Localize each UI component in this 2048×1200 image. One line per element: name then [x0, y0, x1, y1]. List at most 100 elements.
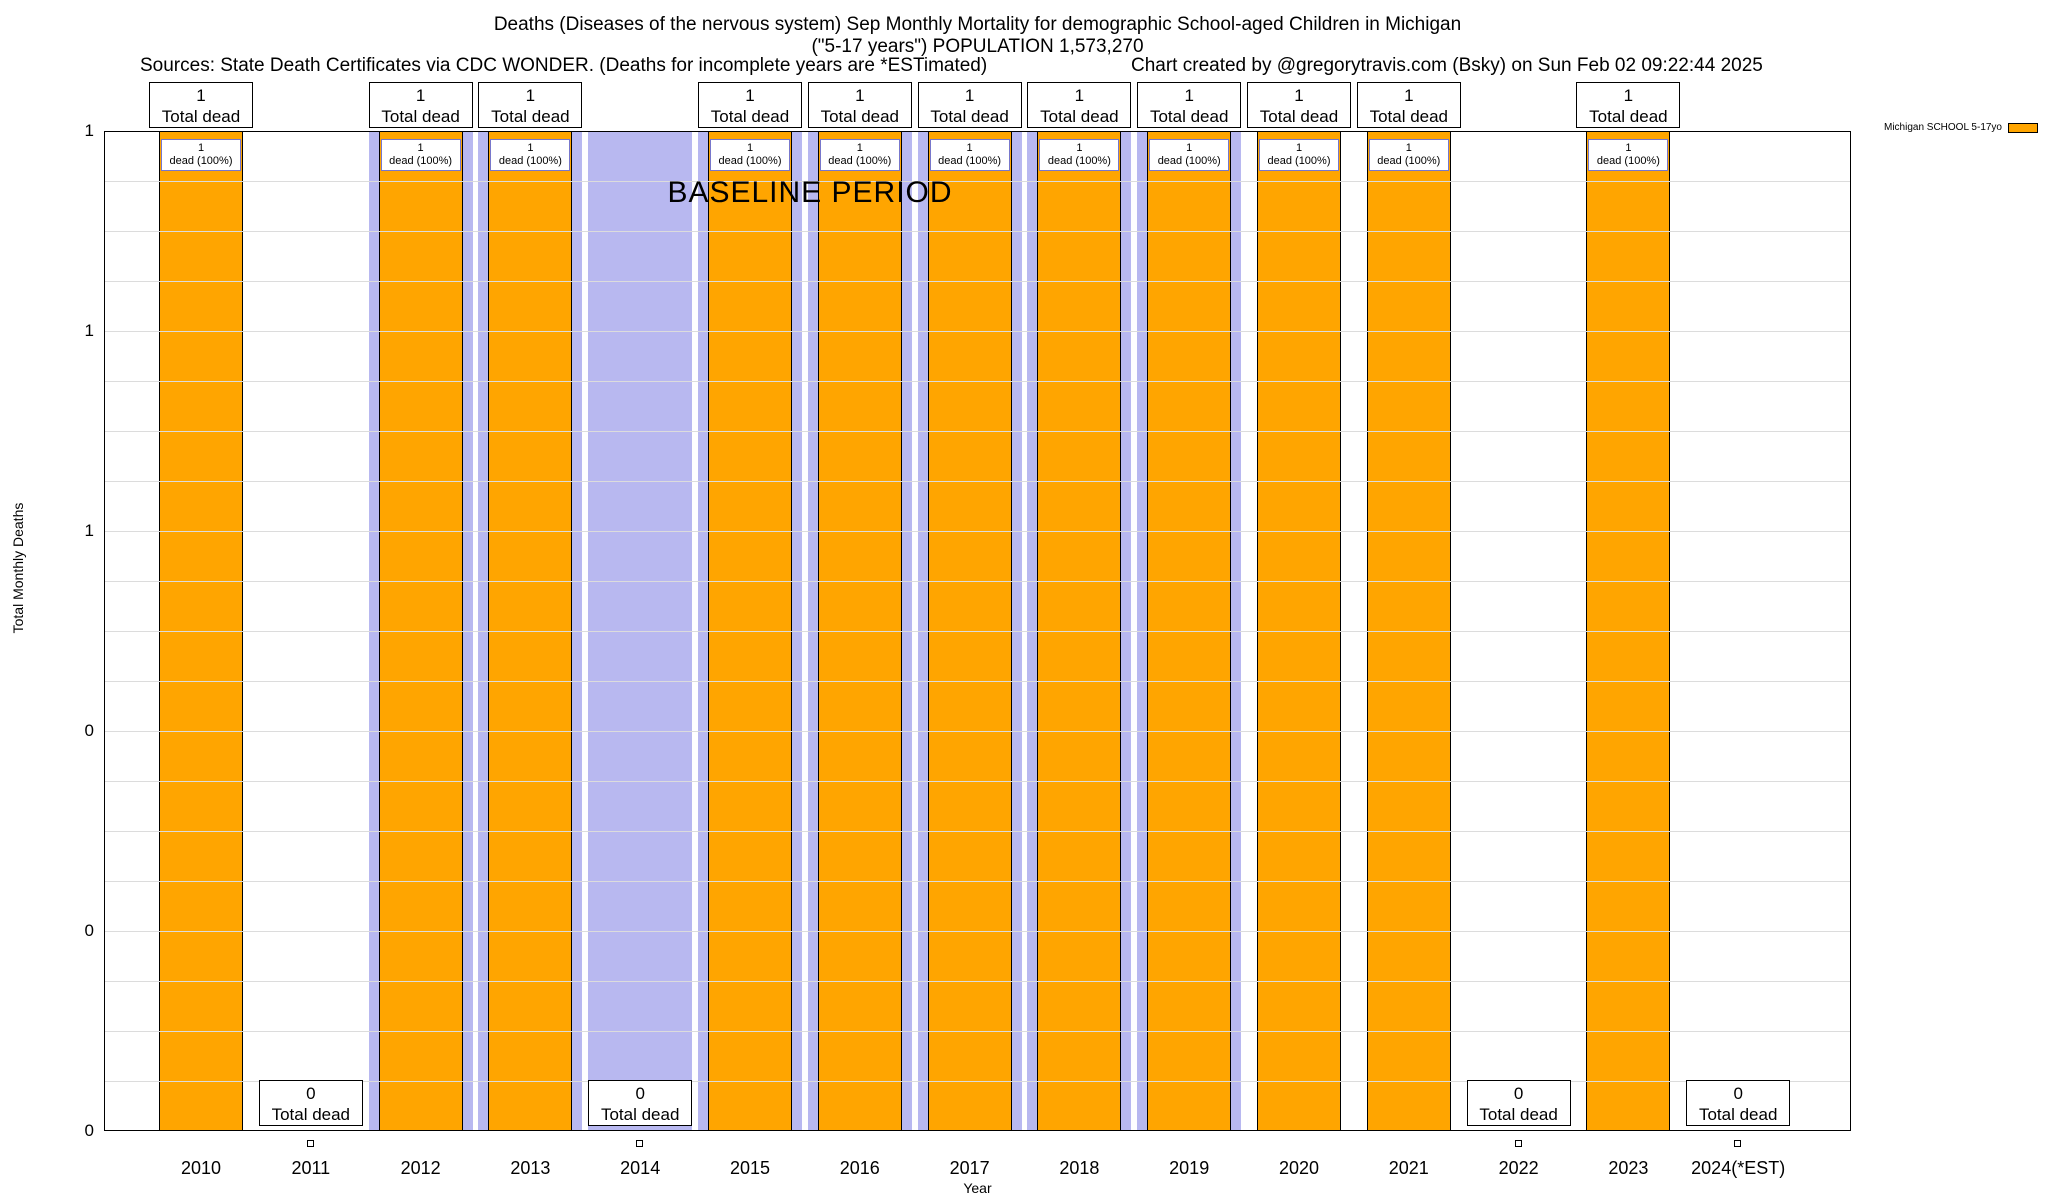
total-dead-caption: Total dead — [1259, 107, 1339, 126]
y-tick-label: 0 — [84, 921, 94, 940]
x-tick-label: 2018 — [1059, 1158, 1100, 1178]
gridline — [104, 1081, 1851, 1082]
in-bar-value: 1 — [197, 142, 205, 154]
in-bar-pct: dead (100%) — [1267, 155, 1331, 167]
in-bar-label-2019: 1 dead (100%) — [1149, 139, 1230, 171]
zero-point-marker-2022 — [1514, 1140, 1522, 1147]
gridline — [104, 681, 1851, 682]
total-dead-caption: Total dead — [1589, 107, 1668, 126]
credit-note: Chart created by @gregorytravis.com (Bsk… — [1131, 55, 1763, 76]
x-tick-label: 2010 — [180, 1158, 222, 1178]
total-dead-caption: Total dead — [271, 1105, 351, 1124]
total-dead-value: 1 — [1404, 86, 1414, 105]
gridline — [104, 331, 1851, 332]
total-dead-value: 1 — [745, 86, 755, 105]
gridline — [104, 981, 1851, 982]
total-dead-value: 1 — [525, 86, 536, 105]
x-tick-label: 2015 — [729, 1158, 771, 1178]
total-dead-value: 1 — [1623, 86, 1634, 105]
x-tick-label: 2012 — [400, 1158, 441, 1178]
total-dead-value: 0 — [306, 1084, 316, 1103]
total-dead-box-2017: 1 Total dead — [917, 82, 1022, 128]
total-dead-value: 1 — [196, 86, 206, 105]
x-tick-label: 2017 — [949, 1158, 990, 1178]
total-dead-value: 0 — [1513, 1084, 1524, 1103]
in-bar-value: 1 — [746, 142, 754, 154]
in-bar-label-2010: 1 dead (100%) — [161, 139, 241, 171]
x-tick-label: 2023 — [1608, 1158, 1649, 1178]
total-dead-value: 1 — [415, 86, 426, 105]
total-dead-box-2010: 1 Total dead — [149, 82, 253, 128]
total-dead-box-2016: 1 Total dead — [807, 82, 912, 128]
chart-title-line2: ("5-17 years") POPULATION 1,573,270 — [811, 36, 1144, 57]
in-bar-pct: dead (100%) — [828, 155, 892, 167]
total-dead-caption: Total dead — [600, 1105, 680, 1124]
y-tick-label: 0 — [84, 1121, 94, 1140]
x-axis-title: Year — [963, 1180, 992, 1196]
in-bar-pct: dead (100%) — [1596, 155, 1660, 167]
in-bar-value: 1 — [1186, 142, 1193, 154]
total-dead-caption: Total dead — [161, 107, 241, 126]
total-dead-box-2019: 1 Total dead — [1137, 82, 1242, 128]
in-bar-value: 1 — [856, 142, 863, 154]
legend-swatch — [2008, 122, 2038, 133]
gridline — [104, 781, 1851, 782]
in-bar-label-2015: 1 dead (100%) — [710, 139, 790, 171]
in-bar-pct: dead (100%) — [938, 155, 1002, 167]
gridline — [104, 881, 1851, 882]
in-bar-label-2017: 1 dead (100%) — [929, 139, 1010, 171]
total-dead-box-2013: 1 Total dead — [478, 82, 583, 128]
total-dead-caption: Total dead — [1149, 107, 1229, 126]
total-dead-caption: Total dead — [1479, 1105, 1558, 1124]
gridline — [104, 381, 1851, 382]
gridline — [104, 431, 1851, 432]
total-dead-value: 0 — [635, 1084, 645, 1103]
total-dead-box-2020: 1 Total dead — [1247, 82, 1351, 128]
legend: Michigan SCHOOL 5-17yo — [1884, 122, 2038, 133]
x-tick-label: 2019 — [1169, 1158, 1210, 1178]
total-dead-value: 0 — [1733, 1084, 1743, 1103]
in-bar-label-2012: 1 dead (100%) — [380, 139, 461, 171]
in-bar-label-2013: 1 dead (100%) — [490, 139, 571, 171]
legend-label: Michigan SCHOOL 5-17yo — [1883, 122, 2002, 133]
in-bar-label-2021: 1 dead (100%) — [1368, 139, 1449, 171]
zero-point-marker-2011 — [306, 1140, 314, 1147]
total-dead-caption: Total dead — [820, 107, 900, 126]
zero-point-marker-2014 — [636, 1140, 644, 1147]
total-dead-caption: Total dead — [381, 107, 460, 126]
in-bar-value: 1 — [1625, 142, 1632, 154]
zero-total-dead-box-2022: 0 Total dead — [1466, 1080, 1571, 1126]
in-bar-pct: dead (100%) — [169, 155, 233, 167]
in-bar-value: 1 — [966, 142, 973, 154]
total-dead-value: 1 — [1074, 86, 1085, 105]
total-dead-caption: Total dead — [1698, 1105, 1778, 1124]
y-tick-label: 1 — [84, 521, 94, 540]
x-tick-label: 2014 — [620, 1158, 661, 1178]
x-tick-label: 2022 — [1498, 1158, 1539, 1178]
zero-point-marker-2024(*EST) — [1734, 1140, 1742, 1147]
total-dead-value: 1 — [1294, 86, 1304, 105]
x-tick-label: 2013 — [510, 1158, 551, 1178]
total-dead-box-2023: 1 Total dead — [1576, 82, 1681, 128]
in-bar-label-2016: 1 dead (100%) — [819, 139, 900, 171]
in-bar-pct: dead (100%) — [1157, 155, 1221, 167]
in-bar-label-2018: 1 dead (100%) — [1039, 139, 1120, 171]
total-dead-box-2012: 1 Total dead — [368, 82, 473, 128]
gridline — [104, 581, 1851, 582]
in-bar-pct: dead (100%) — [498, 155, 562, 167]
gridline — [104, 731, 1851, 732]
in-bar-pct: dead (100%) — [718, 155, 782, 167]
gridline — [104, 831, 1851, 832]
sources-note: Sources: State Death Certificates via CD… — [140, 55, 988, 76]
gridline — [104, 181, 1851, 182]
y-tick-label: 1 — [84, 321, 94, 340]
total-dead-caption: Total dead — [1369, 107, 1449, 126]
y-tick-label: 0 — [84, 721, 94, 740]
in-bar-value: 1 — [1405, 142, 1412, 154]
in-bar-value: 1 — [417, 142, 424, 154]
chart-title-line1: Deaths (Diseases of the nervous system) … — [493, 14, 1462, 35]
in-bar-value: 1 — [1295, 142, 1303, 154]
gridline — [104, 1031, 1851, 1032]
in-bar-pct: dead (100%) — [1377, 155, 1441, 167]
zero-total-dead-box-2014: 0 Total dead — [588, 1080, 693, 1126]
